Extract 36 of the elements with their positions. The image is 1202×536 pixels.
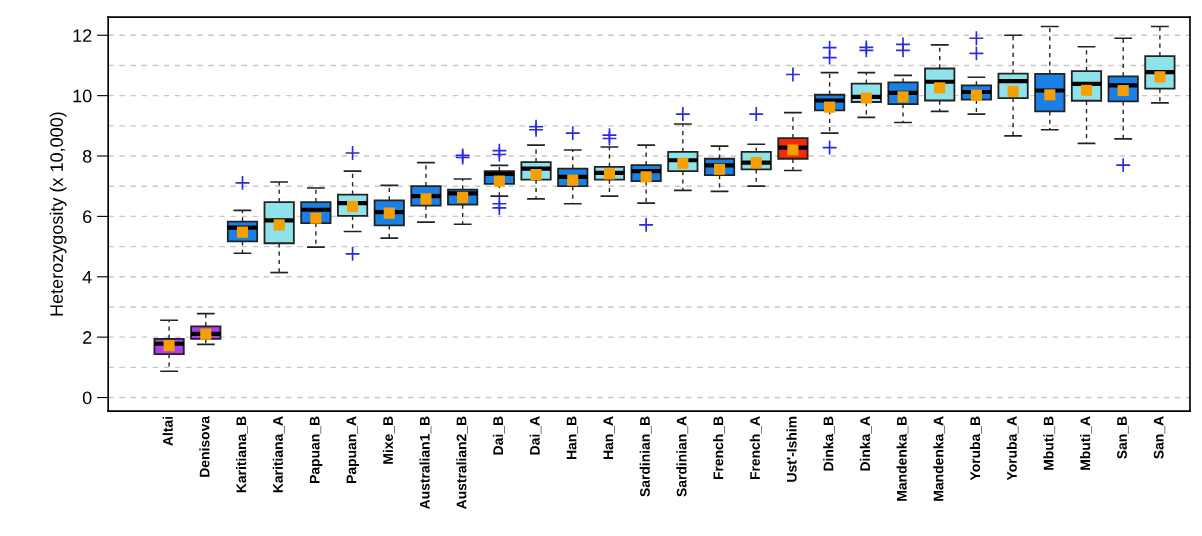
y-tick-label: 2 (83, 331, 92, 344)
x-tick-label: Mixe_B (382, 416, 395, 464)
x-tick-label: Han_A (603, 416, 615, 460)
x-tick-label: Mbuti_B (1043, 416, 1056, 470)
x-tick-label: Denisova (199, 415, 210, 477)
y-tick-label: 0 (82, 391, 92, 405)
y-tick-label: 6 (83, 210, 92, 224)
x-tick-label: Yoruba_B (969, 416, 982, 481)
x-tick-label: Dinka_A (859, 416, 872, 471)
x-tick-label: Dai_B (492, 416, 505, 455)
x-tick-label: Mbuti_A (1080, 416, 1092, 470)
y-axis-title: Heterozygosity (x 10,000) (49, 112, 67, 316)
y-tick-label: 8 (82, 149, 92, 163)
y-tick-label: 12 (73, 29, 92, 42)
x-tick-label: Dinka_B (823, 416, 835, 471)
x-tick-label: Dai_A (529, 416, 542, 455)
x-tick-label: Yoruba_A (1006, 416, 1019, 481)
x-tick-label: Mandenka_A (933, 416, 945, 501)
x-tick-label: Papuan_B (309, 416, 323, 483)
x-tick-label: French_B (713, 416, 725, 480)
x-tick-label: Ust'-Ishim (786, 416, 797, 482)
y-tick-label: 4 (82, 270, 92, 284)
x-tick-label: Sardinian_A (676, 416, 689, 497)
x-tick-label: Mandenka_B (896, 416, 909, 501)
x-tick-label: Australian1_B (419, 416, 432, 510)
x-tick-label: Altai (162, 416, 173, 446)
x-tick-label: Sardinian_B (639, 416, 652, 497)
x-tick-label: Karitiana_B (236, 416, 248, 493)
x-tick-label: San_A (1153, 416, 1166, 459)
x-tick-label: French_A (749, 416, 762, 480)
y-tick-label: 10 (73, 89, 92, 103)
x-tick-label: Han_B (566, 416, 579, 460)
x-tick-label: Australian2_B (456, 416, 468, 510)
x-tick-label: Papuan_A (346, 416, 360, 483)
x-tick-label: San_B (1117, 416, 1129, 459)
x-tick-label: Karitiana_A (272, 416, 285, 493)
